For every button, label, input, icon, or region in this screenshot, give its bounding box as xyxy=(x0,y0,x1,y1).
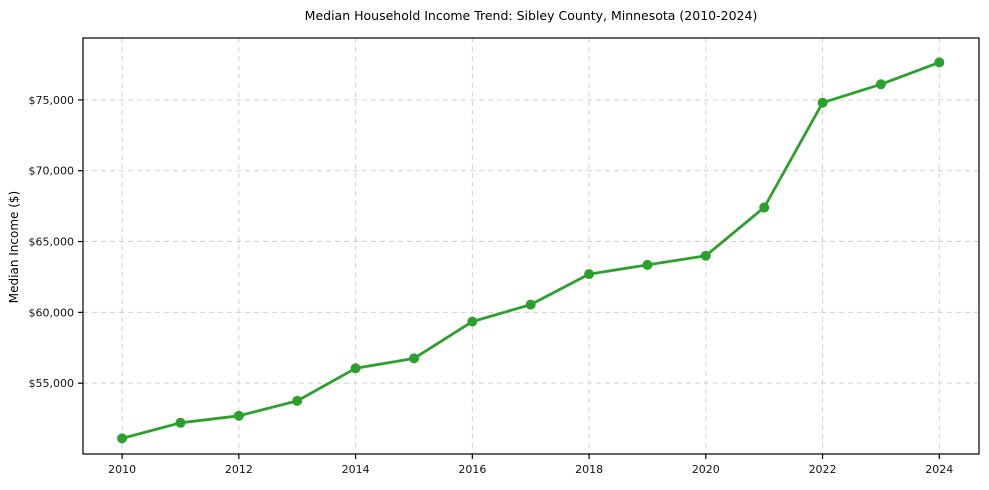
data-point-2018 xyxy=(584,269,595,280)
data-point-2020 xyxy=(700,250,711,261)
data-point-2016 xyxy=(467,316,478,327)
y-tick-label: $60,000 xyxy=(29,306,75,319)
data-point-2011 xyxy=(175,417,186,428)
data-point-2019 xyxy=(642,259,653,270)
x-tick-label: 2018 xyxy=(575,463,603,476)
data-point-2023 xyxy=(875,79,886,90)
data-point-2014 xyxy=(350,363,361,374)
plot-border xyxy=(82,37,980,455)
data-point-2012 xyxy=(233,410,244,421)
data-point-2015 xyxy=(409,353,419,364)
trend-line xyxy=(120,61,941,440)
chart-title: Median Household Income Trend: Sibley Co… xyxy=(304,8,758,23)
data-point-2010 xyxy=(117,433,128,444)
data-point-2024 xyxy=(934,57,945,68)
x-tick-label: 2022 xyxy=(809,463,837,476)
x-tick-label: 2020 xyxy=(692,463,720,476)
x-tick-label: 2016 xyxy=(458,463,486,476)
x-tick-label: 2012 xyxy=(225,463,253,476)
y-tick-label: $65,000 xyxy=(29,236,75,249)
data-point-2022 xyxy=(817,97,828,108)
x-tick-label: 2010 xyxy=(108,463,136,476)
y-tick-label: $55,000 xyxy=(29,377,75,390)
data-point-2017 xyxy=(525,299,536,310)
x-tick-label: 2014 xyxy=(342,463,370,476)
x-tick-label: 2024 xyxy=(925,463,953,476)
data-point-2021 xyxy=(759,202,770,213)
y-tick-label: $75,000 xyxy=(29,94,75,107)
data-point-2013 xyxy=(292,395,303,406)
y-tick-label: $70,000 xyxy=(29,165,75,178)
